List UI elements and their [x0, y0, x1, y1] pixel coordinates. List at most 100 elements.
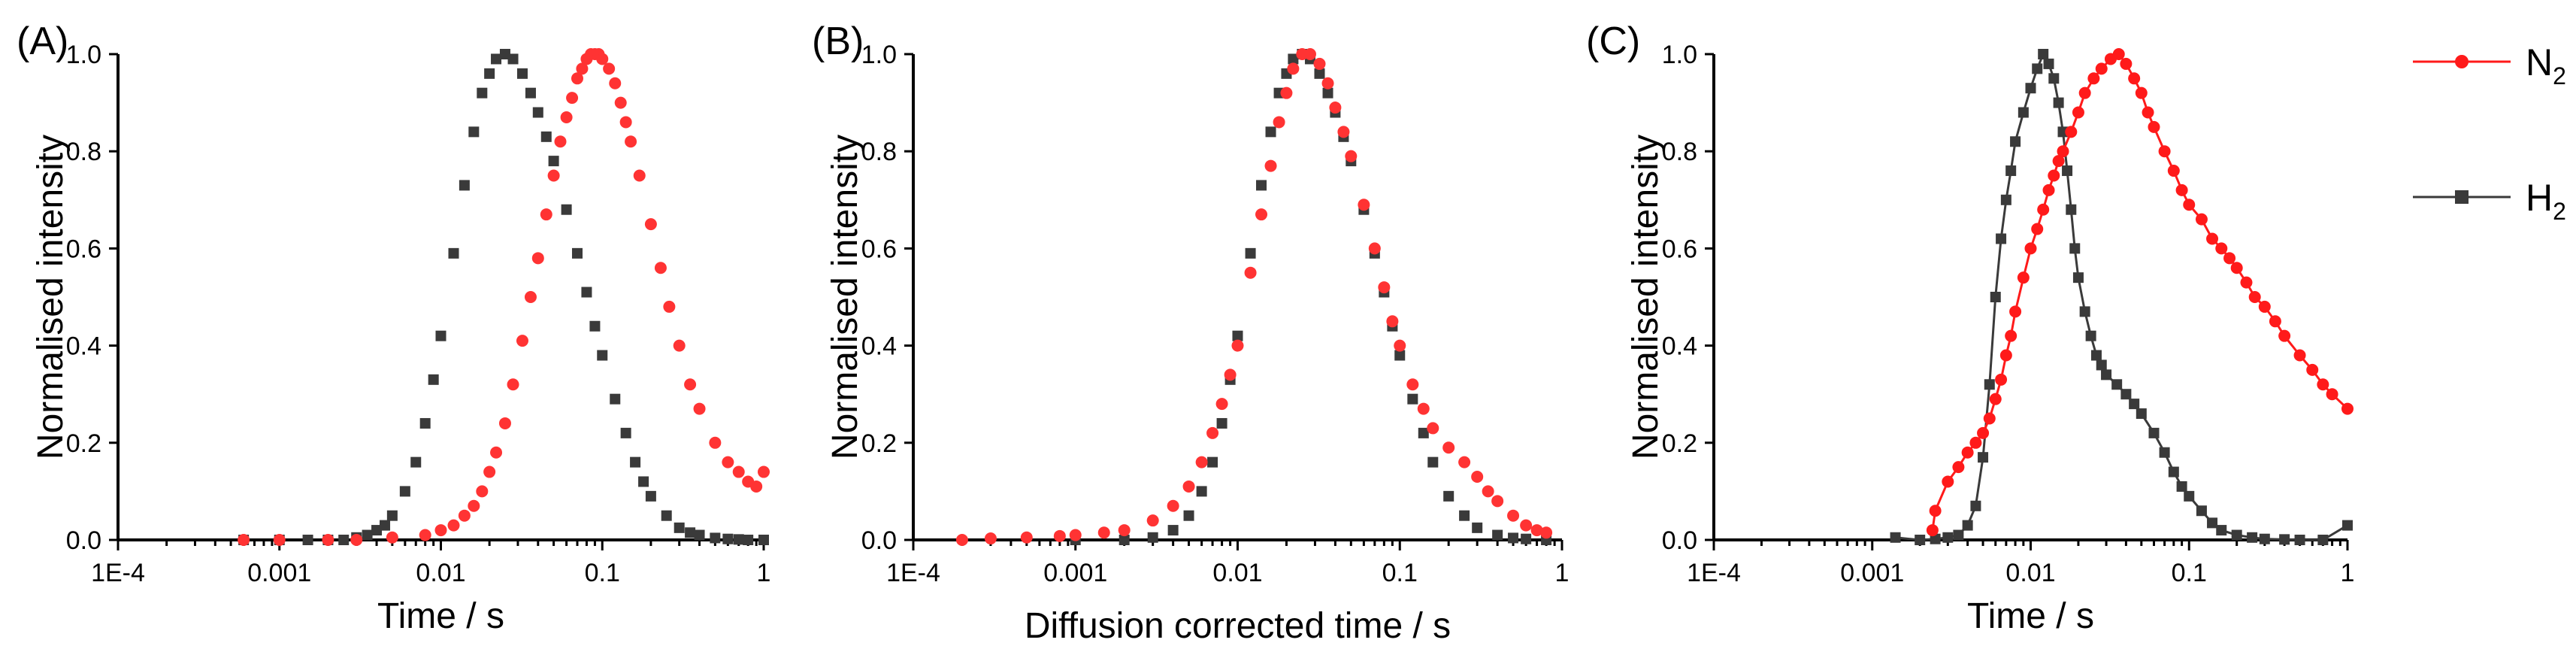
- data-point-n2: [2120, 57, 2133, 70]
- data-point-n2: [654, 262, 667, 274]
- data-point-n2: [2037, 203, 2050, 216]
- data-point-n2: [596, 53, 609, 65]
- data-point-n2: [2142, 106, 2154, 119]
- x-tick-label: 0.1: [1382, 559, 1418, 587]
- data-point-h2: [589, 320, 601, 332]
- y-axis-title: Normalised intensity: [825, 135, 865, 459]
- data-point-n2: [1507, 509, 1520, 522]
- data-point-h2: [2066, 204, 2077, 215]
- x-tick-label: 0.001: [1840, 559, 1904, 587]
- data-point-n2: [1358, 199, 1370, 211]
- data-point-h2: [722, 533, 734, 544]
- series-n2: [955, 48, 1553, 546]
- data-point-h2: [1265, 126, 1276, 138]
- data-point-h2: [2079, 306, 2090, 317]
- data-point-h2: [1443, 490, 1454, 502]
- data-point-n2: [1491, 495, 1504, 508]
- data-point-h2: [1996, 233, 2007, 244]
- data-point-n2: [2135, 86, 2148, 99]
- data-point-n2: [1020, 531, 1033, 544]
- data-point-n2: [419, 529, 431, 541]
- chart-panel-3: (C) 0.0 0.2 0.4 0.6 0.8 1.0 1E-4 0.001 0.01 0.1 1 Ti…: [1586, 20, 2354, 636]
- legend-label-h2-base: H: [2526, 177, 2553, 219]
- x-tick-label: 1: [1555, 559, 1570, 587]
- data-point-h2: [2176, 481, 2187, 492]
- data-point-n2: [2065, 126, 2078, 138]
- data-point-h2: [1418, 427, 1429, 438]
- data-point-n2: [1244, 266, 1257, 279]
- data-point-h2: [1492, 529, 1503, 541]
- data-point-h2: [1427, 456, 1439, 468]
- x-axis-title: Diffusion corrected time / s: [1025, 606, 1451, 646]
- data-point-n2: [322, 534, 334, 546]
- data-point-n2: [2175, 183, 2188, 196]
- data-point-h2: [1990, 292, 2001, 302]
- data-point-n2: [2095, 62, 2108, 75]
- data-point-h2: [2111, 379, 2123, 390]
- data-point-n2: [732, 465, 745, 478]
- y-tick-label: 0.8: [861, 138, 897, 166]
- data-point-h2: [2168, 466, 2179, 478]
- data-point-n2: [1345, 150, 1358, 162]
- x-axis-title: Time / s: [377, 596, 504, 636]
- data-point-n2: [1540, 526, 1553, 539]
- legend-label-h2-sub: 2: [2553, 198, 2566, 225]
- data-point-n2: [1146, 514, 1159, 527]
- data-point-n2: [2269, 315, 2281, 328]
- data-point-n2: [1273, 116, 1285, 129]
- data-point-h2: [597, 350, 608, 361]
- data-point-h2: [2038, 49, 2049, 59]
- data-point-n2: [1417, 402, 1430, 415]
- data-point-h2: [302, 535, 313, 545]
- data-point-h2: [758, 535, 769, 545]
- data-point-h2: [638, 476, 649, 487]
- y-tick-label: 0.8: [1662, 138, 1697, 166]
- data-point-h2: [1183, 510, 1194, 521]
- data-point-n2: [1406, 378, 1419, 391]
- data-point-n2: [1182, 480, 1195, 493]
- data-point-n2: [1313, 57, 1326, 70]
- data-point-n2: [483, 465, 496, 478]
- x-axis-title: Time / s: [1967, 596, 2094, 636]
- data-point-h2: [1196, 486, 1207, 497]
- panel-label: (B): [812, 20, 864, 63]
- data-point-n2: [2017, 271, 2030, 284]
- data-point-n2: [386, 531, 398, 544]
- data-point-h2: [2043, 58, 2054, 69]
- data-point-n2: [1321, 77, 1334, 89]
- data-point-h2: [499, 49, 510, 59]
- data-point-h2: [710, 532, 721, 544]
- y-tick-label: 0.6: [66, 235, 101, 263]
- legend-label-n2: N2: [2526, 41, 2566, 89]
- data-point-n2: [2078, 86, 2091, 99]
- data-point-n2: [2317, 378, 2329, 391]
- data-point-n2: [722, 456, 734, 468]
- data-point-h2: [1118, 535, 1130, 545]
- data-point-h2: [1322, 87, 1333, 99]
- data-point-n2: [1995, 373, 2008, 386]
- data-point-n2: [2223, 252, 2236, 265]
- data-point-n2: [2206, 232, 2219, 245]
- y-tick-label: 0.4: [1662, 332, 1697, 361]
- data-point-h2: [661, 510, 672, 521]
- data-point-h2: [1962, 520, 1973, 531]
- data-point-h2: [380, 520, 391, 531]
- data-point-h2: [1394, 350, 1406, 361]
- data-point-n2: [2230, 262, 2243, 274]
- data-point-n2: [554, 135, 567, 148]
- legend-label-h2: H2: [2526, 177, 2566, 225]
- data-point-n2: [1069, 529, 1082, 541]
- data-point-n2: [619, 116, 632, 129]
- data-point-h2: [610, 393, 621, 405]
- data-point-n2: [614, 96, 627, 109]
- data-point-h2: [630, 456, 641, 468]
- data-point-h2: [1942, 532, 1954, 543]
- data-point-n2: [2326, 388, 2338, 401]
- data-point-h2: [1970, 500, 1981, 511]
- data-point-h2: [645, 490, 656, 502]
- data-point-n2: [603, 62, 616, 75]
- x-tick-label: 1E-4: [886, 559, 940, 587]
- data-point-h2: [1216, 417, 1227, 429]
- data-point-h2: [581, 287, 592, 298]
